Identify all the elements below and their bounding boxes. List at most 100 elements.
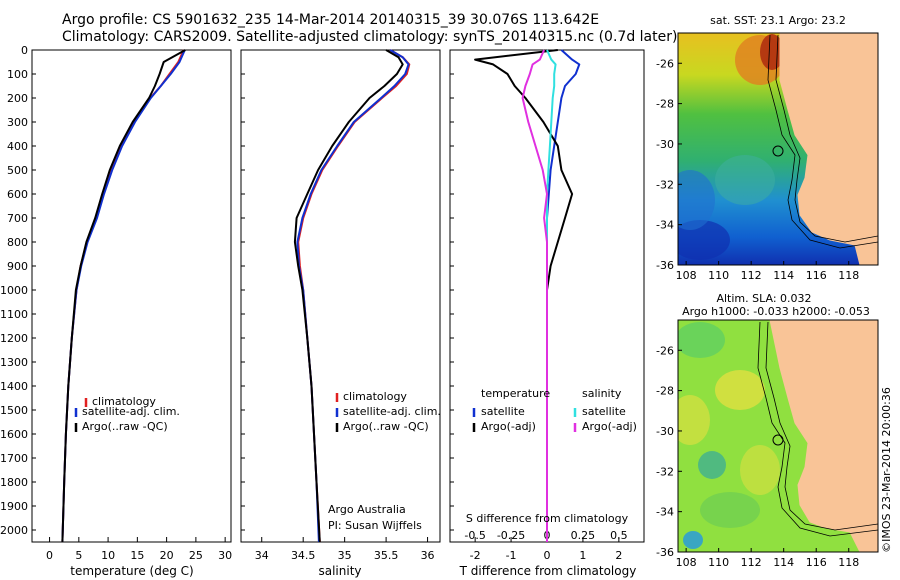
s-diff-tick-label: -0.5 — [464, 529, 485, 542]
land-sst — [779, 33, 878, 265]
pi-label: PI: Susan Wijffels — [328, 519, 422, 532]
x-tick-label: -1 — [506, 549, 517, 562]
depth-tick-label: 2000 — [0, 524, 28, 537]
legend-climatology-label: climatology — [92, 395, 156, 408]
argo-float-location-marker — [772, 145, 784, 157]
map-lat-tick-label: -32 — [656, 178, 674, 191]
depth-tick-label: 1300 — [0, 356, 28, 369]
figure-title-line-2: Climatology: CARS2009. Satellite-adjuste… — [62, 29, 678, 45]
x-tick-label: 2 — [615, 549, 622, 562]
map-lon-tick-label: 108 — [676, 556, 697, 569]
map-lat-tick-label: -26 — [656, 57, 674, 70]
map-lon-tick-label: 114 — [773, 556, 794, 569]
sal-legend-argo-label: Argo(..raw -QC) — [343, 420, 429, 433]
depth-tick-label: 100 — [7, 68, 28, 81]
argo-float-location-marker-sla — [772, 434, 784, 446]
depth-tick-label: 800 — [7, 236, 28, 249]
salinity-panel — [240, 49, 441, 543]
map-lon-tick-label: 110 — [708, 556, 729, 569]
map-lon-tick-label: 116 — [806, 556, 827, 569]
depth-tick-label: 200 — [7, 92, 28, 105]
depth-tick-label: 300 — [7, 116, 28, 129]
map-lat-tick-label: -28 — [656, 98, 674, 111]
figure-title-line-1: Argo profile: CS 5901632_235 14-Mar-2014… — [62, 12, 600, 28]
sla-map-title-line-2: Argo h1000: -0.033 h2000: -0.053 — [682, 305, 870, 318]
temperature-axis-label: temperature (deg C) — [70, 564, 193, 578]
depth-tick-label: 0 — [21, 44, 28, 57]
x-tick-label: 0 — [544, 549, 551, 562]
t-difference-axis-label: T difference from climatology — [459, 564, 637, 578]
depth-tick-label: 1200 — [0, 332, 28, 345]
legend-salinity-title: salinity — [582, 387, 622, 400]
x-tick-label: 20 — [160, 549, 174, 562]
diff-legend-t-argo-label: Argo(-adj) — [481, 420, 536, 433]
x-tick-label: 1 — [579, 549, 586, 562]
sst-map-title: sat. SST: 23.1 Argo: 23.2 — [710, 14, 846, 27]
depth-tick-label: 1600 — [0, 428, 28, 441]
x-tick-label: -2 — [470, 549, 481, 562]
argo-australia-label: Argo Australia — [328, 503, 406, 516]
depth-tick-label: 1900 — [0, 500, 28, 513]
depth-tick-label: 1700 — [0, 452, 28, 465]
map-lat-tick-label: -36 — [656, 546, 674, 559]
x-tick-label: 15 — [130, 549, 144, 562]
x-tick-label: 34.5 — [291, 549, 316, 562]
map-lon-tick-label: 108 — [676, 269, 697, 282]
map-lat-tick-label: -30 — [656, 138, 674, 151]
map-lat-tick-label: -36 — [656, 259, 674, 272]
x-tick-label: 34 — [255, 549, 269, 562]
sal-legend-satellite-label: satellite-adj. clim. — [343, 405, 441, 418]
s-difference-axis-label: S difference from climatology — [466, 512, 629, 525]
map-lon-tick-label: 114 — [773, 269, 794, 282]
diff-legend-s-argo-label: Argo(-adj) — [582, 420, 637, 433]
land-sla — [769, 320, 878, 552]
sla-map: Altim. SLA: 0.032 Argo h1000: -0.033 h20… — [656, 292, 879, 569]
s-diff-tick-label: 0.5 — [610, 529, 628, 542]
map-lon-tick-label: 110 — [708, 269, 729, 282]
legend-temperature-title: temperature — [481, 387, 550, 400]
depth-tick-label: 1000 — [0, 284, 28, 297]
depth-tick-label: 500 — [7, 164, 28, 177]
x-tick-label: 0 — [46, 549, 53, 562]
map-lat-tick-label: -32 — [656, 465, 674, 478]
depth-tick-label: 700 — [7, 212, 28, 225]
legend-satellite-label: satellite-adj. clim. — [82, 405, 180, 418]
map-lat-tick-label: -28 — [656, 385, 674, 398]
map-lon-tick-label: 116 — [806, 269, 827, 282]
diff-legend-s-satellite-label: satellite — [582, 405, 626, 418]
map-lon-tick-label: 118 — [838, 556, 859, 569]
map-lon-tick-label: 112 — [741, 556, 762, 569]
series-line-argo-adj — [521, 49, 548, 542]
s-diff-tick-label: 0.25 — [571, 529, 596, 542]
map-lat-tick-label: -34 — [656, 506, 674, 519]
depth-tick-label: 900 — [7, 260, 28, 273]
sal-legend-climatology-label: climatology — [343, 390, 407, 403]
x-tick-label: 5 — [75, 549, 82, 562]
imos-timestamp: ©IMOS 23-Mar-2014 20:00:36 — [880, 387, 893, 553]
map-lon-tick-label: 112 — [741, 269, 762, 282]
map-lon-tick-label: 118 — [838, 269, 859, 282]
x-tick-label: 35.5 — [374, 549, 399, 562]
map-lat-tick-label: -26 — [656, 344, 674, 357]
sst-map: sat. SST: 23.1 Argo: 23.2 108 110 112 114 11… — [656, 14, 879, 282]
series-line-argo-raw-qc — [61, 49, 186, 543]
map-lat-tick-label: -30 — [656, 425, 674, 438]
legend-argo-label: Argo(..raw -QC) — [82, 420, 168, 433]
sla-map-title-line-1: Altim. SLA: 0.032 — [716, 292, 811, 305]
x-tick-label: 30 — [218, 549, 232, 562]
depth-tick-label: 1100 — [0, 308, 28, 321]
map-lat-tick-label: -34 — [656, 219, 674, 232]
x-tick-label: 10 — [101, 549, 115, 562]
x-tick-label: 35 — [338, 549, 352, 562]
depth-tick-label: 1400 — [0, 380, 28, 393]
depth-tick-label: 600 — [7, 188, 28, 201]
salinity-axis-label: salinity — [318, 564, 361, 578]
diff-legend-t-satellite-label: satellite — [481, 405, 525, 418]
depth-tick-label: 1800 — [0, 476, 28, 489]
depth-tick-label: 400 — [7, 140, 28, 153]
depth-tick-label: 1500 — [0, 404, 28, 417]
x-tick-label: 25 — [189, 549, 203, 562]
s-diff-tick-label: -0.25 — [497, 529, 525, 542]
x-tick-label: 36 — [421, 549, 435, 562]
